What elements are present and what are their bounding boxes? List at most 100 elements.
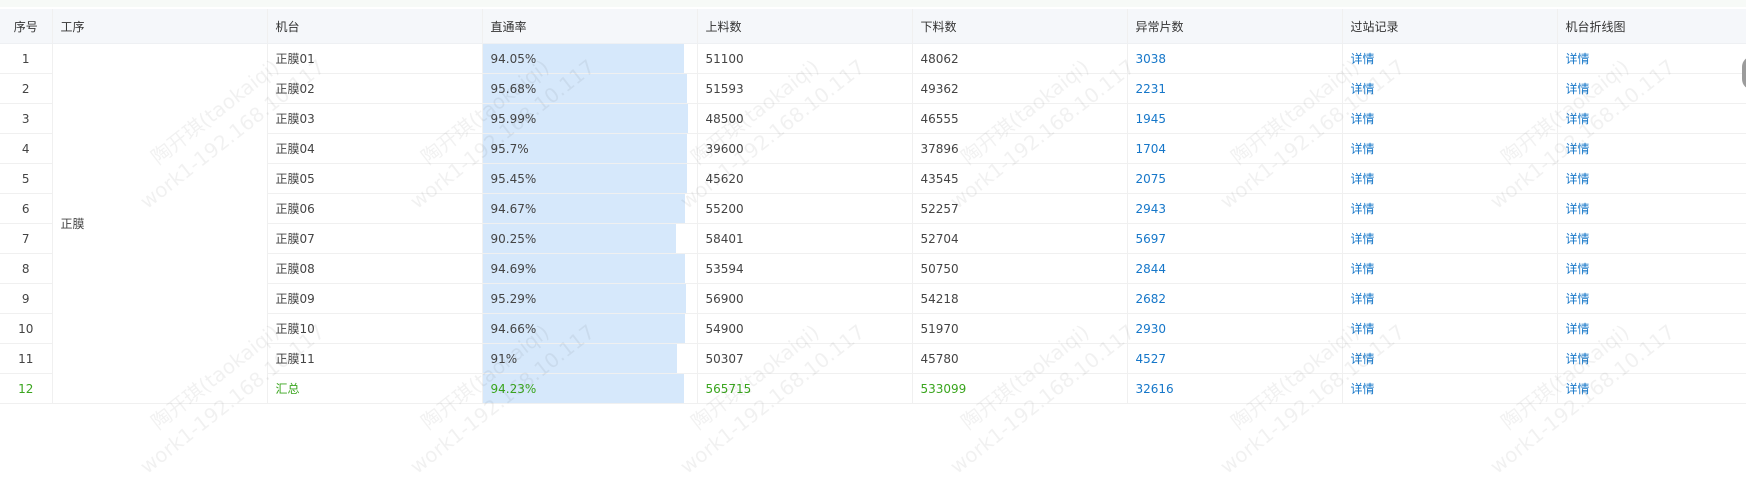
station-record-detail-link[interactable]: 详情 — [1350, 322, 1375, 336]
station-record-detail-link[interactable]: 详情 — [1350, 142, 1375, 156]
cell-abnormal-count: 2930 — [1127, 313, 1343, 344]
cell-machine: 正膜03 — [267, 103, 483, 134]
scrollbar-thumb[interactable] — [1742, 56, 1746, 90]
abnormal-count-link[interactable]: 1704 — [1135, 141, 1167, 156]
col-header-abnormal-count[interactable]: 异常片数 — [1127, 9, 1343, 44]
machine-chart-detail-link[interactable]: 详情 — [1565, 52, 1590, 66]
cell-station-record: 详情 — [1342, 373, 1558, 404]
yield-rate-bar — [482, 314, 686, 343]
cell-output-count: 46555 — [912, 103, 1128, 134]
station-record-detail-link[interactable]: 详情 — [1350, 262, 1375, 276]
cell-index: 3 — [0, 103, 53, 134]
station-record-detail-link[interactable]: 详情 — [1350, 232, 1375, 246]
yield-rate-text: 94.69% — [490, 261, 537, 276]
machine-chart-detail-link[interactable]: 详情 — [1565, 382, 1590, 396]
summary-row: 12 汇总 94.23% 565715 533099 32616 详情 详情 — [0, 373, 1746, 404]
col-header-process[interactable]: 工序 — [52, 9, 268, 44]
station-record-detail-link[interactable]: 详情 — [1350, 202, 1375, 216]
table-header-row: 序号 工序 机台 直通率 上料数 下料数 异常片数 过站记录 机台折线图 — [0, 9, 1746, 44]
cell-machine-chart: 详情 — [1557, 223, 1746, 254]
cell-machine-chart: 详情 — [1557, 253, 1746, 284]
cell-station-record: 详情 — [1342, 313, 1558, 344]
yield-rate-text: 91% — [490, 351, 518, 366]
machine-chart-detail-link[interactable]: 详情 — [1565, 232, 1590, 246]
abnormal-count-link[interactable]: 2943 — [1135, 201, 1167, 216]
cell-abnormal-count: 32616 — [1127, 373, 1343, 404]
cell-abnormal-count: 2844 — [1127, 253, 1343, 284]
col-header-input-count[interactable]: 上料数 — [697, 9, 913, 44]
machine-chart-detail-link[interactable]: 详情 — [1565, 82, 1590, 96]
station-record-detail-link[interactable]: 详情 — [1350, 382, 1375, 396]
cell-station-record: 详情 — [1342, 193, 1558, 224]
abnormal-count-link[interactable]: 2930 — [1135, 321, 1167, 336]
station-record-detail-link[interactable]: 详情 — [1350, 52, 1375, 66]
cell-machine: 正膜06 — [267, 193, 483, 224]
machine-yield-table: 序号 工序 机台 直通率 上料数 下料数 异常片数 过站记录 机台折线图 1 正膜… — [0, 9, 1746, 404]
col-header-station-record[interactable]: 过站记录 — [1342, 9, 1558, 44]
machine-chart-detail-link[interactable]: 详情 — [1565, 202, 1590, 216]
cell-yield-rate: 95.7% — [482, 133, 698, 164]
cell-output-count: 52257 — [912, 193, 1128, 224]
cell-output-count: 45780 — [912, 343, 1128, 374]
station-record-detail-link[interactable]: 详情 — [1350, 82, 1375, 96]
abnormal-count-link[interactable]: 32616 — [1135, 381, 1174, 396]
table-row: 2 正膜02 95.68% 51593 49362 2231 详情 详情 — [0, 73, 1746, 104]
cell-index: 7 — [0, 223, 53, 254]
machine-chart-detail-link[interactable]: 详情 — [1565, 352, 1590, 366]
col-header-yield-rate[interactable]: 直通率 — [482, 9, 698, 44]
yield-rate-bar — [482, 194, 686, 223]
cell-input-count: 55200 — [697, 193, 913, 224]
cell-machine-chart: 详情 — [1557, 193, 1746, 224]
abnormal-count-link[interactable]: 1945 — [1135, 111, 1167, 126]
cell-station-record: 详情 — [1342, 283, 1558, 314]
cell-machine-chart: 详情 — [1557, 73, 1746, 104]
cell-machine-chart: 详情 — [1557, 163, 1746, 194]
abnormal-count-link[interactable]: 5697 — [1135, 231, 1167, 246]
cell-input-count: 58401 — [697, 223, 913, 254]
table-row: 3 正膜03 95.99% 48500 46555 1945 详情 详情 — [0, 103, 1746, 134]
cell-abnormal-count: 2231 — [1127, 73, 1343, 104]
col-header-index[interactable]: 序号 — [0, 9, 53, 44]
abnormal-count-link[interactable]: 2231 — [1135, 81, 1167, 96]
machine-chart-detail-link[interactable]: 详情 — [1565, 112, 1590, 126]
machine-chart-detail-link[interactable]: 详情 — [1565, 262, 1590, 276]
station-record-detail-link[interactable]: 详情 — [1350, 172, 1375, 186]
cell-machine-chart: 详情 — [1557, 373, 1746, 404]
machine-chart-detail-link[interactable]: 详情 — [1565, 322, 1590, 336]
cell-input-count: 51100 — [697, 43, 913, 74]
cell-abnormal-count: 2682 — [1127, 283, 1343, 314]
cell-station-record: 详情 — [1342, 223, 1558, 254]
cell-machine: 正膜04 — [267, 133, 483, 164]
cell-input-count: 50307 — [697, 343, 913, 374]
table-row: 11 正膜11 91% 50307 45780 4527 详情 详情 — [0, 343, 1746, 374]
cell-process: 正膜 — [52, 43, 268, 404]
cell-machine: 正膜10 — [267, 313, 483, 344]
abnormal-count-link[interactable]: 3038 — [1135, 51, 1167, 66]
abnormal-count-link[interactable]: 2844 — [1135, 261, 1167, 276]
station-record-detail-link[interactable]: 详情 — [1350, 292, 1375, 306]
col-header-machine[interactable]: 机台 — [267, 9, 483, 44]
machine-chart-detail-link[interactable]: 详情 — [1565, 292, 1590, 306]
abnormal-count-link[interactable]: 2682 — [1135, 291, 1167, 306]
station-record-detail-link[interactable]: 详情 — [1350, 112, 1375, 126]
yield-rate-bar — [482, 134, 688, 163]
col-header-machine-chart[interactable]: 机台折线图 — [1557, 9, 1746, 44]
yield-rate-text: 95.68% — [490, 81, 537, 96]
station-record-detail-link[interactable]: 详情 — [1350, 352, 1375, 366]
col-header-output-count[interactable]: 下料数 — [912, 9, 1128, 44]
cell-machine: 汇总 — [267, 373, 483, 404]
table-row: 6 正膜06 94.67% 55200 52257 2943 详情 详情 — [0, 193, 1746, 224]
abnormal-count-link[interactable]: 2075 — [1135, 171, 1167, 186]
cell-machine-chart: 详情 — [1557, 43, 1746, 74]
machine-chart-detail-link[interactable]: 详情 — [1565, 142, 1590, 156]
machine-chart-detail-link[interactable]: 详情 — [1565, 172, 1590, 186]
yield-rate-text: 94.66% — [490, 321, 537, 336]
yield-rate-text: 95.29% — [490, 291, 537, 306]
cell-abnormal-count: 5697 — [1127, 223, 1343, 254]
table-row: 7 正膜07 90.25% 58401 52704 5697 详情 详情 — [0, 223, 1746, 254]
cell-abnormal-count: 4527 — [1127, 343, 1343, 374]
cell-input-count: 56900 — [697, 283, 913, 314]
abnormal-count-link[interactable]: 4527 — [1135, 351, 1167, 366]
yield-rate-bar — [482, 74, 688, 103]
cell-machine-chart: 详情 — [1557, 313, 1746, 344]
